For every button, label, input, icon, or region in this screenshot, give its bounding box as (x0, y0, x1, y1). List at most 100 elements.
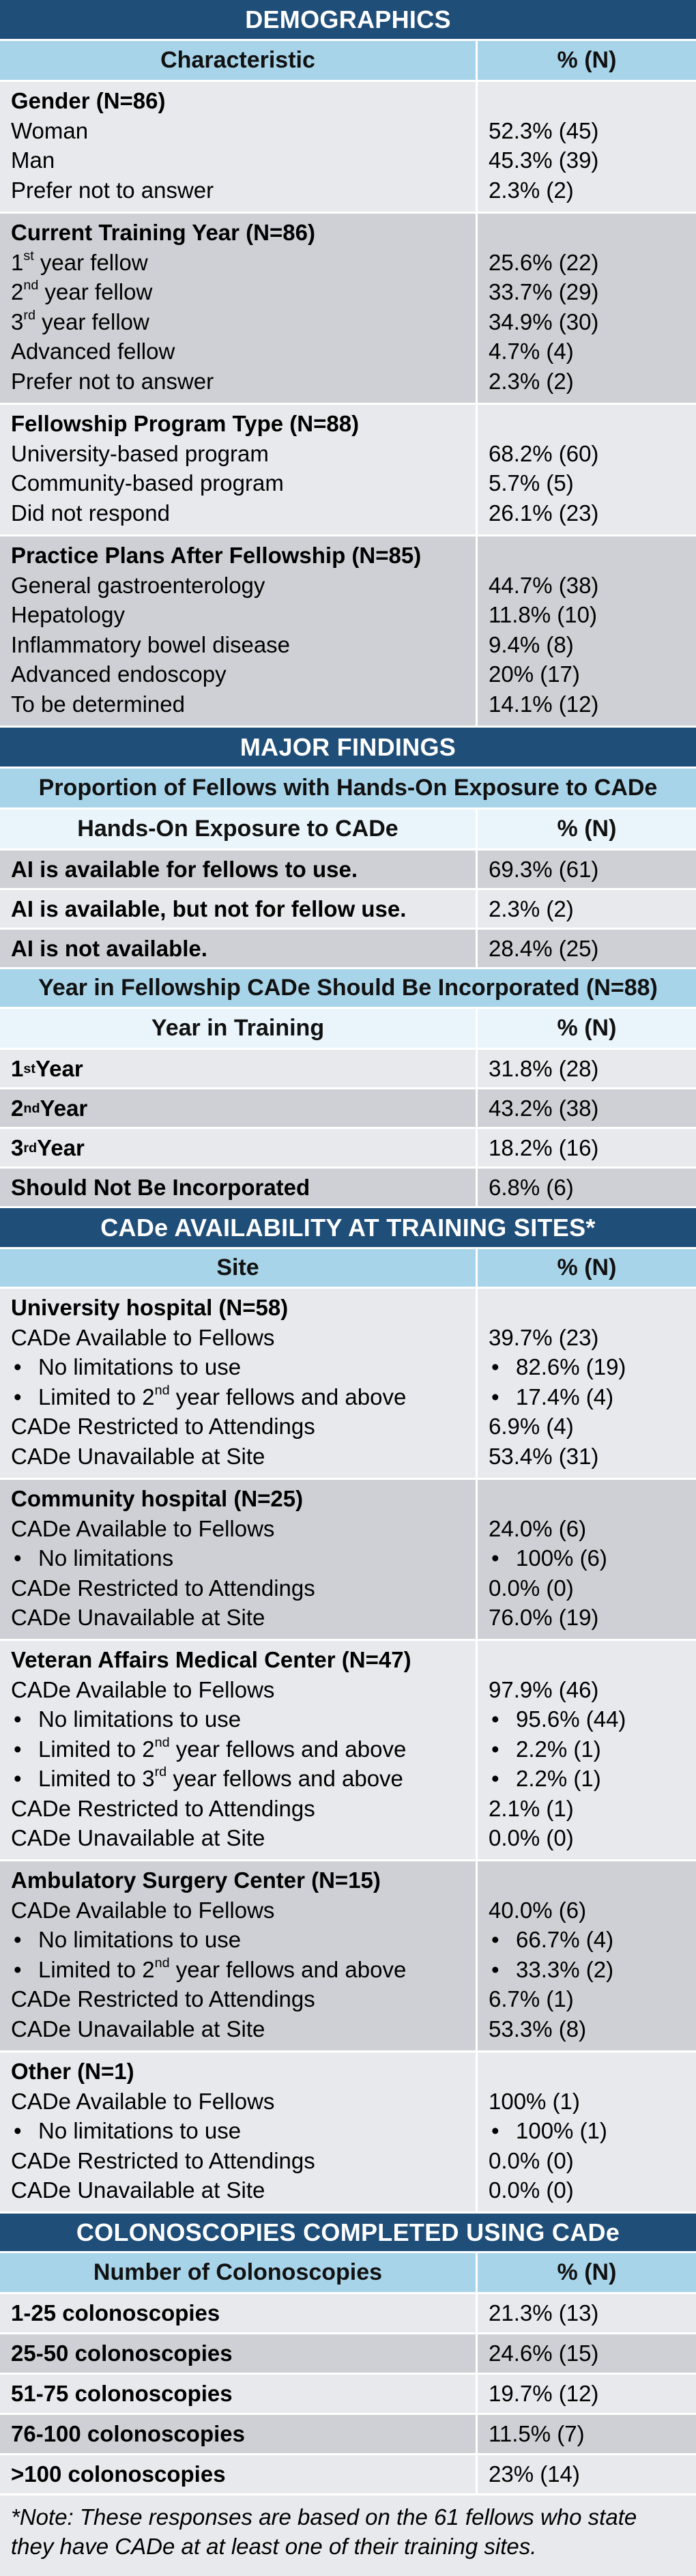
practice-plans-block: Practice Plans After Fellowship (N=85) G… (0, 536, 696, 728)
program-type-value: 68.2% (60) (489, 440, 599, 466)
site-value: 97.9% (46) (489, 1676, 599, 1702)
col-site-header: Site (0, 1249, 478, 1287)
footnote: *Note: These responses are based on the … (0, 2495, 696, 2576)
site-community-block: Community hospital (N=25) CADe Available… (0, 1480, 696, 1641)
site-label: CADe Restricted to Attendings (11, 1986, 315, 2012)
col-percent-header: % (N) (557, 1255, 617, 1280)
training-year-value: 34.9% (30) (489, 309, 599, 334)
gender-label: Prefer not to answer (11, 177, 214, 203)
year-label: Should Not Be Incorporated (0, 1169, 478, 1206)
col-percent-header: % (N) (557, 47, 617, 73)
practice-plans-label: To be determined (11, 691, 185, 717)
site-university-block: University hospital (N=58) CADe Availabl… (0, 1289, 696, 1480)
exposure-header: Hands-On Exposure to CADe % (N) (0, 810, 696, 850)
col-percent-header: % (N) (557, 2259, 617, 2285)
gender-label: Woman (11, 117, 89, 143)
col-percent-header: % (N) (557, 816, 617, 842)
site-value: 39.7% (23) (489, 1324, 599, 1350)
site-bullet-label: • No limitations to use (14, 1927, 242, 1952)
practice-plans-label: Advanced endoscopy (11, 661, 227, 687)
training-year-block: Current Training Year (N=86) 1st year fe… (0, 214, 696, 405)
colonoscopy-label: 1-25 colonoscopies (0, 2294, 478, 2332)
year-value: 31.8% (28) (489, 1055, 599, 1081)
colonoscopy-label: >100 colonoscopies (0, 2455, 478, 2493)
program-type-block: Fellowship Program Type (N=88) Universit… (0, 405, 696, 536)
table-row: AI is available, but not for fellow use.… (0, 890, 696, 930)
table-row: AI is not available. 28.4% (25) (0, 930, 696, 969)
site-bullet-label: • Limited to 2nd year fellows and above (14, 1382, 407, 1409)
program-type-label: Community-based program (11, 470, 284, 496)
site-label: CADe Restricted to Attendings (11, 2147, 315, 2173)
col-number-header: Number of Colonoscopies (0, 2253, 478, 2292)
colonoscopy-label: 51-75 colonoscopies (0, 2375, 478, 2413)
colonoscopy-value: 23% (14) (489, 2461, 580, 2487)
colonoscopy-label: 76-100 colonoscopies (0, 2415, 478, 2453)
site-title: Ambulatory Surgery Center (N=15) (11, 1867, 381, 1893)
colonoscopy-label: 25-50 colonoscopies (0, 2334, 478, 2373)
colonoscopies-title: COLONOSCOPIES COMPLETED USING CADe (0, 2214, 696, 2253)
training-year-value: 2.3% (2) (489, 368, 574, 394)
site-value: 53.4% (31) (489, 1443, 599, 1469)
table-row: 1-25 colonoscopies 21.3% (13) (0, 2294, 696, 2334)
site-value: 0.0% (0) (489, 1825, 574, 1850)
site-bullet-label: • Limited to 3rd year fellows and above (14, 1764, 403, 1791)
site-title: University hospital (N=58) (11, 1295, 289, 1320)
practice-plans-value: 20% (17) (489, 661, 580, 687)
table-row: 51-75 colonoscopies 19.7% (12) (0, 2375, 696, 2415)
availability-title: CADe AVAILABILITY AT TRAINING SITES* (0, 1208, 696, 1249)
availability-header: Site % (N) (0, 1249, 696, 1289)
exposure-value: 2.3% (2) (489, 896, 574, 921)
year-incorporated-title: Year in Fellowship CADe Should Be Incorp… (0, 969, 696, 1009)
site-bullet-value: • 17.4% (4) (491, 1384, 614, 1409)
site-label: CADe Unavailable at Site (11, 1825, 265, 1850)
gender-block: Gender (N=86) Woman Man Prefer not to an… (0, 82, 696, 214)
training-year-label: 3rd year fellow (11, 307, 149, 334)
site-title: Community hospital (N=25) (11, 1486, 304, 1511)
site-bullet-value: • 95.6% (44) (491, 1706, 626, 1732)
demographics-header: Characteristic % (N) (0, 41, 696, 82)
program-type-value: 5.7% (5) (489, 470, 574, 496)
gender-value: 2.3% (2) (489, 177, 574, 203)
site-title: Other (N=1) (11, 2059, 134, 2084)
site-bullet-label: • No limitations (14, 1545, 174, 1571)
training-year-value: 33.7% (29) (489, 279, 599, 304)
col-exposure-header: Hands-On Exposure to CADe (0, 810, 478, 848)
program-type-label: Did not respond (11, 500, 170, 526)
site-bullet-value: • 100% (1) (491, 2118, 607, 2143)
site-value: 76.0% (19) (489, 1605, 599, 1630)
year-value: 18.2% (16) (489, 1134, 599, 1160)
exposure-label: AI is available for fellows to use. (0, 850, 478, 888)
site-bullet-value: • 2.2% (1) (491, 1766, 601, 1791)
gender-title: Gender (N=86) (11, 88, 166, 113)
site-bullet-value: • 100% (6) (491, 1545, 607, 1571)
gender-value: 45.3% (39) (489, 147, 599, 173)
practice-plans-value: 14.1% (12) (489, 691, 599, 717)
demographics-title: DEMOGRAPHICS (0, 0, 696, 41)
exposure-title: Proportion of Fellows with Hands-On Expo… (0, 769, 696, 810)
table-row: >100 colonoscopies 23% (14) (0, 2455, 696, 2495)
practice-plans-label: General gastroenterology (11, 572, 265, 598)
site-value: 6.7% (1) (489, 1986, 574, 2012)
site-label: CADe Available to Fellows (11, 2088, 275, 2114)
colonoscopy-value: 21.3% (13) (489, 2300, 599, 2325)
practice-plans-label: Inflammatory bowel disease (11, 631, 291, 657)
training-year-title: Current Training Year (N=86) (11, 220, 315, 245)
site-value: 6.9% (4) (489, 1414, 574, 1439)
site-bullet-value: • 2.2% (1) (491, 1736, 601, 1762)
colonoscopy-value: 19.7% (12) (489, 2381, 599, 2406)
practice-plans-value: 9.4% (8) (489, 631, 574, 657)
site-label: CADe Unavailable at Site (11, 2016, 265, 2042)
practice-plans-value: 11.8% (10) (489, 602, 597, 627)
program-type-title: Fellowship Program Type (N=88) (11, 411, 360, 436)
exposure-value: 69.3% (61) (489, 856, 599, 882)
col-characteristic-header: Characteristic (0, 41, 478, 80)
site-value: 2.1% (1) (489, 1795, 574, 1821)
training-year-value: 4.7% (4) (489, 339, 574, 364)
site-va-block: Veteran Affairs Medical Center (N=47) CA… (0, 1641, 696, 1861)
exposure-label: AI is not available. (0, 930, 478, 967)
